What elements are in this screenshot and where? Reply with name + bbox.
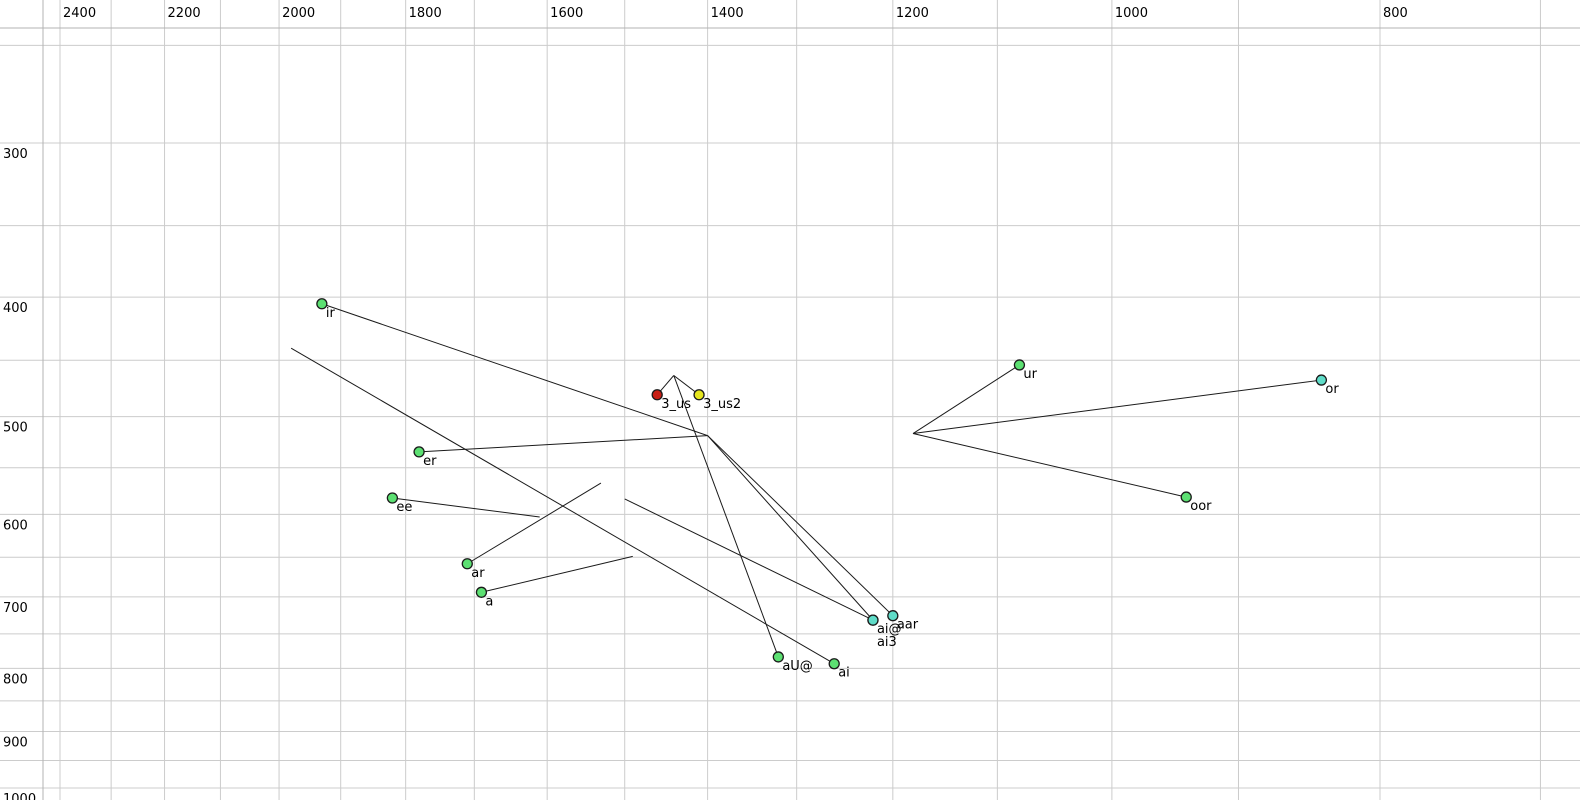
trajectory-line-ai3 — [624, 498, 874, 621]
data-point-ur — [1013, 359, 1026, 371]
data-point-3_us — [651, 389, 663, 401]
point-label-ai: ai — [838, 666, 850, 681]
trajectory-line-ar — [467, 482, 602, 565]
data-point-3_us2 — [693, 389, 705, 401]
data-point-ai3 — [867, 614, 879, 626]
trajectory-line-er — [419, 435, 708, 453]
data-point-aU@ — [772, 651, 784, 663]
point-label-ir: ir — [326, 306, 336, 321]
trajectory-line-ir — [321, 303, 708, 437]
y-axis-tick-label: 300 — [3, 147, 28, 162]
trajectory-line-or — [912, 379, 1322, 435]
data-point-ee — [386, 492, 399, 504]
data-point-ir — [316, 298, 328, 310]
trajectory-line-ai@ — [707, 435, 874, 621]
data-point-er — [413, 446, 425, 458]
x-axis-tick-label: 800 — [1383, 6, 1408, 21]
point-label-3_us2: 3_us2 — [703, 397, 741, 412]
x-axis-tick-label: 2200 — [168, 6, 201, 21]
x-axis-tick-label: 1400 — [711, 6, 744, 21]
data-point-ar — [461, 558, 473, 570]
point-label-oor: oor — [1190, 499, 1212, 514]
data-point-oor — [1180, 491, 1192, 503]
trajectory-line-aar — [707, 435, 894, 617]
trajectory-line-ee — [392, 497, 540, 518]
data-point-ai — [828, 658, 840, 670]
point-label-er: er — [423, 454, 437, 469]
y-axis-tick-label: 400 — [3, 301, 28, 316]
x-axis-tick-label: 1600 — [550, 6, 583, 21]
point-label-or: or — [1325, 382, 1339, 397]
y-axis-tick-label: 900 — [3, 736, 28, 751]
point-label-ai@: ai@ — [877, 622, 902, 637]
trajectory-line-ur — [912, 364, 1020, 434]
data-point-aar — [887, 610, 899, 622]
point-label-aar: aar — [897, 618, 919, 633]
point-label-3_us: 3_us — [661, 397, 691, 412]
x-axis-tick-label: 1000 — [1115, 6, 1148, 21]
point-label-ai3: ai3 — [877, 635, 897, 650]
y-axis-tick-label: 1000 — [3, 792, 36, 800]
trajectory-line-aU@ — [673, 375, 779, 658]
y-axis-tick-label: 500 — [3, 421, 28, 436]
x-axis-tick-label: 2000 — [282, 6, 315, 21]
x-axis-tick-label: 1200 — [896, 6, 929, 21]
x-axis-tick-label: 2400 — [63, 6, 96, 21]
y-axis-tick-label: 600 — [3, 518, 28, 533]
point-label-ar: ar — [471, 566, 485, 581]
y-axis-tick-label: 700 — [3, 601, 28, 616]
point-label-a: a — [485, 594, 493, 609]
x-axis-tick-label: 1800 — [409, 6, 442, 21]
point-label-ee: ee — [396, 500, 412, 515]
point-label-aU@: aU@ — [782, 659, 812, 674]
data-point-a — [475, 586, 488, 598]
trajectory-line-oor — [912, 433, 1187, 498]
data-point-or — [1315, 374, 1328, 386]
point-label-ur: ur — [1023, 367, 1037, 382]
trajectory-line-a — [481, 555, 633, 593]
y-axis-tick-label: 800 — [3, 672, 28, 687]
